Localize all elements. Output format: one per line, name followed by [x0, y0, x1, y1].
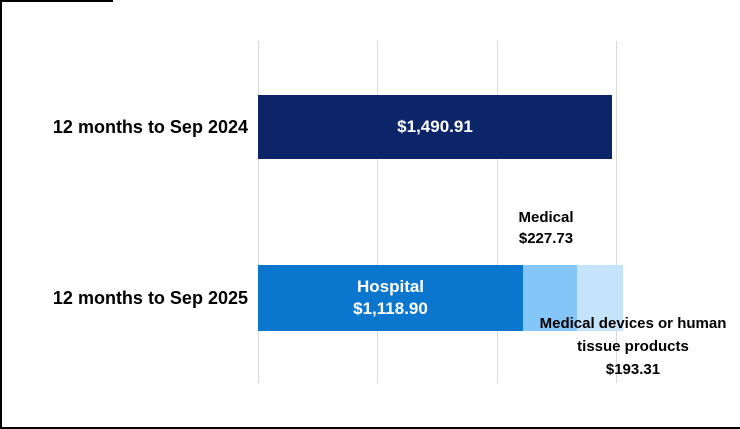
bar-2024-value-label: $1,490.91 [397, 117, 473, 136]
devices-callout: Medical devices or human tissue products… [524, 312, 740, 381]
medical-value-label: $227.73 [518, 230, 574, 247]
gridline-500 [377, 41, 378, 383]
medical-callout: Medical $227.73 [484, 207, 608, 249]
devices-value-label: $193.31 [605, 361, 661, 378]
hospital-value-label: $1,118.90 [353, 299, 428, 318]
chart-border-left [0, 0, 2, 429]
devices-name-label-line2: tissue products [577, 338, 689, 355]
devices-name-label-line1: Medical devices or human [539, 315, 727, 332]
bar-2025-segment-medical [523, 265, 577, 331]
bar-2025-segment-hospital: Hospital $1,118.90 [258, 265, 523, 331]
gridline-0 [258, 41, 259, 383]
bar-2024: $1,490.91 [258, 95, 612, 159]
hospital-name-label: Hospital [356, 277, 425, 296]
gridline-1000 [497, 41, 498, 383]
medical-name-label: Medical [518, 209, 574, 226]
gridline-1500 [616, 41, 617, 383]
bar-2025-segment-devices [577, 265, 623, 331]
chart-border-bottom [0, 427, 740, 429]
bar-2025: Hospital $1,118.90 [258, 265, 623, 331]
category-label-2024: 12 months to Sep 2024 [0, 95, 248, 159]
category-label-2025: 12 months to Sep 2025 [0, 265, 248, 331]
category-label-2025-text: 12 months to Sep 2025 [52, 287, 248, 308]
category-label-2024-text: 12 months to Sep 2024 [52, 116, 248, 137]
chart-border-top [0, 0, 113, 2]
